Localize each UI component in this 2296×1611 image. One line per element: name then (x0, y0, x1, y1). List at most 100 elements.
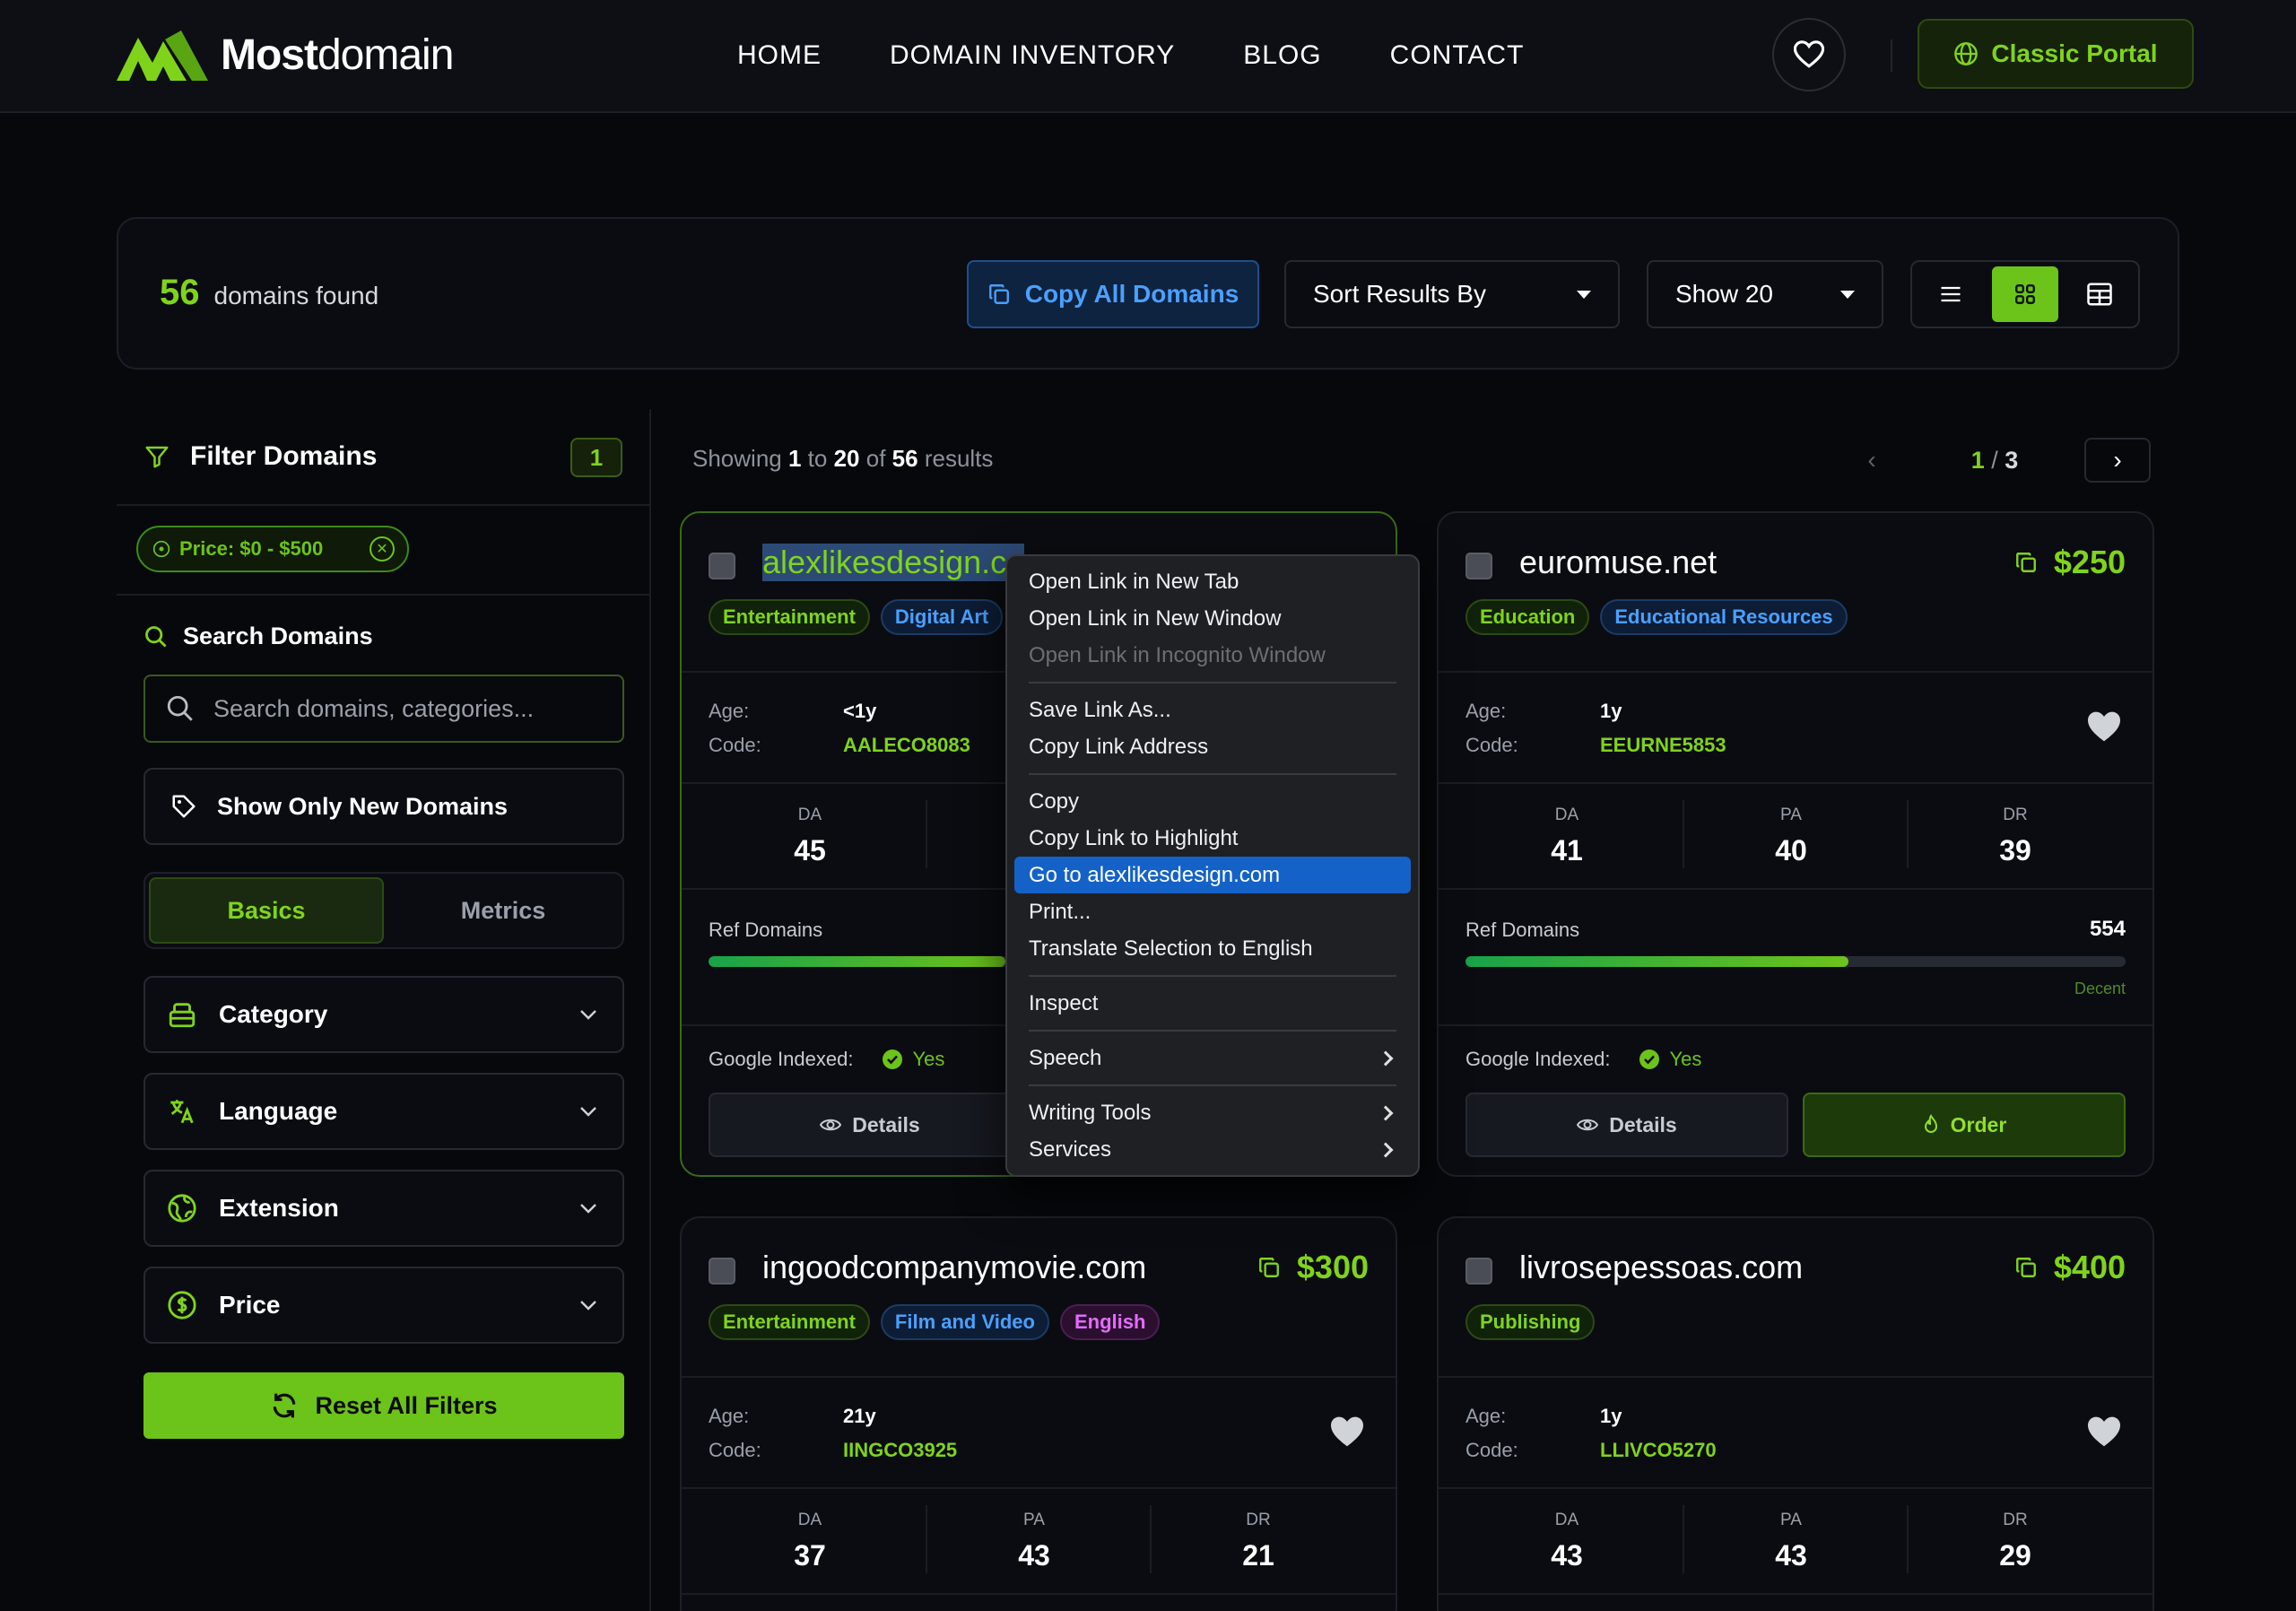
next-page-button[interactable]: › (2084, 438, 2151, 483)
tag: Publishing (1465, 1304, 1596, 1340)
menu-separator (1029, 1084, 1396, 1086)
menu-item-inspect[interactable]: Inspect (1029, 990, 1099, 1015)
domain-name-link[interactable]: alexlikesdesign.co (762, 544, 1025, 581)
list-view-button[interactable] (1918, 266, 1983, 322)
copy-all-label: Copy All Domains (1024, 280, 1239, 308)
divider (117, 504, 651, 506)
domains-count-label: domains found (213, 282, 379, 309)
details-button[interactable]: Details (709, 1093, 1031, 1157)
menu-item-copy[interactable]: Copy (1029, 788, 1080, 814)
price: $400 (2014, 1249, 2126, 1286)
chevron-down-icon (580, 1010, 596, 1020)
dr-stat: DR 21 (1242, 1511, 1274, 1572)
tag-list: Publishing (1465, 1304, 1596, 1340)
classic-portal-label: Classic Portal (1991, 39, 2158, 67)
menu-item-writing-tools[interactable]: Writing Tools (1014, 1094, 1411, 1131)
sort-select[interactable]: Sort Results By (1284, 260, 1620, 328)
price-chip-label: Price: $0 - $500 (179, 537, 324, 560)
da-stat: DA 45 (794, 806, 826, 866)
copy-icon[interactable] (1257, 1256, 1281, 1279)
wishlist-button[interactable] (1772, 18, 1846, 91)
tag: Educational Resources (1600, 599, 1848, 635)
code-value: LLIVCO5270 (1600, 1439, 1717, 1461)
order-button[interactable]: Order (1803, 1093, 2126, 1157)
nav-domain-inventory[interactable]: DOMAIN INVENTORY (890, 40, 1176, 70)
select-checkbox[interactable] (1465, 553, 1492, 579)
active-filter-count-badge: 1 (570, 438, 622, 477)
menu-item-open-new-window[interactable]: Open Link in New Window (1029, 605, 1282, 631)
grid-view-button[interactable] (1992, 266, 2058, 322)
classic-portal-button[interactable]: Classic Portal (1918, 19, 2194, 89)
filter-tabs: Basics Metrics (144, 872, 624, 949)
sort-select-value: Sort Results By (1313, 280, 1486, 308)
domain-name-link[interactable]: euromuse.net (1519, 544, 1718, 580)
nav-blog[interactable]: BLOG (1243, 40, 1322, 70)
caret-down-icon (1840, 290, 1855, 299)
domain-name-link[interactable]: ingoodcompanymovie.com (762, 1249, 1147, 1285)
menu-item-open-new-tab[interactable]: Open Link in New Tab (1029, 569, 1239, 594)
chevron-right-icon (1378, 1105, 1394, 1120)
eye-icon (820, 1119, 842, 1131)
reset-filters-button[interactable]: Reset All Filters (144, 1372, 624, 1439)
caret-down-icon (1577, 290, 1591, 299)
divider (117, 594, 651, 596)
tab-basics[interactable]: Basics (149, 877, 384, 944)
filter-header: Filter Domains (144, 441, 377, 472)
price: $250 (2014, 544, 2126, 581)
extension-accordion[interactable]: Extension (144, 1170, 624, 1247)
dr-stat: DR 39 (1999, 806, 2031, 866)
menu-item-print[interactable]: Print... (1029, 899, 1091, 924)
heart-icon[interactable] (2086, 710, 2122, 743)
heart-icon[interactable] (2086, 1415, 2122, 1448)
select-checkbox[interactable] (709, 553, 735, 579)
main-nav: HOME DOMAIN INVENTORY BLOG CONTACT (737, 36, 1524, 75)
menu-item-translate[interactable]: Translate Selection to English (1029, 936, 1313, 961)
nav-home[interactable]: HOME (737, 40, 822, 70)
show-new-domains-button[interactable]: Show Only New Domains (144, 768, 624, 845)
brand-logo[interactable]: Mostdomain (117, 30, 454, 81)
heart-icon[interactable] (1329, 1415, 1365, 1448)
copy-all-domains-button[interactable]: Copy All Domains (967, 260, 1259, 328)
flame-icon (1924, 1114, 1937, 1133)
page-size-select[interactable]: Show 20 (1647, 260, 1883, 328)
site-header: Mostdomain HOME DOMAIN INVENTORY BLOG CO… (0, 0, 2296, 113)
menu-item-copy-link-to-highlight[interactable]: Copy Link to Highlight (1029, 825, 1239, 850)
search-domains-heading: Search Domains (144, 623, 373, 650)
google-indexed: Google Indexed: Yes (709, 1048, 945, 1070)
copy-icon[interactable] (2014, 1256, 2038, 1279)
menu-item-services[interactable]: Services (1014, 1131, 1411, 1168)
search-input[interactable]: Search domains, categories... (144, 675, 624, 743)
language-accordion[interactable]: Language (144, 1073, 624, 1150)
results-toolbar: 56 domains found Copy All Domains Sort R… (117, 217, 2179, 370)
copy-icon[interactable] (2014, 551, 2038, 574)
nav-contact[interactable]: CONTACT (1389, 40, 1525, 70)
domain-name-link[interactable]: livrosepessoas.com (1519, 1249, 1804, 1285)
pa-stat: PA 43 (1018, 1511, 1050, 1572)
da-stat: DA 37 (794, 1511, 826, 1572)
table-view-button[interactable] (2067, 266, 2133, 322)
code-value: IINGCO3925 (843, 1439, 958, 1461)
pa-stat: PA 40 (1775, 806, 1807, 866)
tab-metrics[interactable]: Metrics (460, 896, 546, 924)
language-icon (170, 1100, 194, 1124)
page-indicator: 1 / 3 (1970, 446, 2019, 474)
menu-item-speech[interactable]: Speech (1014, 1040, 1411, 1076)
age-value: 1y (1600, 1405, 1622, 1427)
select-checkbox[interactable] (1465, 1258, 1492, 1284)
menu-item-go-to-url[interactable]: Go to alexlikesdesign.com (1014, 857, 1411, 893)
price-accordion[interactable]: Price (144, 1267, 624, 1344)
category-accordion[interactable]: Category (144, 976, 624, 1053)
globe-icon (1954, 42, 1979, 65)
menu-item-open-incognito: Open Link in Incognito Window (1029, 642, 1326, 667)
price-icon (168, 1291, 196, 1319)
menu-item-copy-link-address[interactable]: Copy Link Address (1029, 734, 1209, 759)
age-value: 21y (843, 1405, 876, 1427)
details-button[interactable]: Details (1465, 1093, 1788, 1157)
grid-icon (2015, 284, 2035, 304)
remove-chip-icon[interactable]: ✕ (370, 536, 395, 562)
select-checkbox[interactable] (709, 1258, 735, 1284)
category-icon (169, 1003, 196, 1028)
refresh-icon (274, 1393, 296, 1418)
menu-item-save-link-as[interactable]: Save Link As... (1029, 697, 1171, 722)
prev-page-button[interactable]: ‹ (1867, 446, 1876, 474)
